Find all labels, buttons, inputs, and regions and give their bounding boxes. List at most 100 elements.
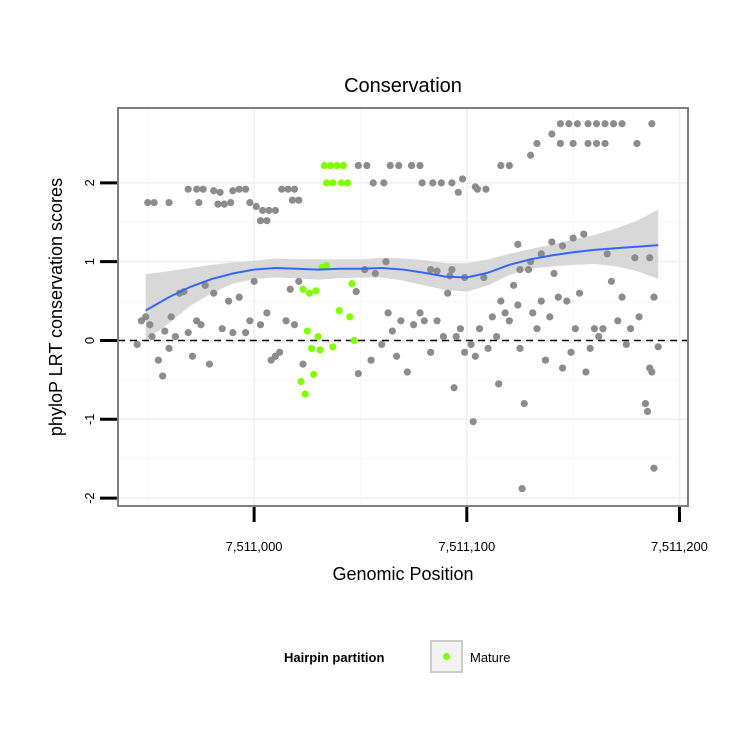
data-point [505, 161, 513, 170]
data-point [586, 344, 594, 352]
data-point [601, 139, 609, 148]
data-point [520, 399, 528, 408]
data-point [514, 240, 522, 248]
data-point [216, 188, 224, 196]
data-point [454, 188, 462, 196]
data-point [571, 325, 579, 333]
data-point [448, 179, 456, 187]
data-point [533, 139, 541, 148]
data-point [384, 309, 392, 317]
confidence-ribbon-layer [145, 209, 659, 341]
data-point [427, 265, 435, 274]
data-point [199, 185, 207, 193]
data-point [133, 340, 141, 349]
data-point [569, 234, 577, 242]
data-point [278, 185, 286, 193]
data-point [450, 384, 458, 392]
data-point [467, 340, 475, 349]
mature-point [350, 336, 358, 345]
data-point [558, 364, 567, 372]
data-point [439, 332, 448, 341]
mature-point [348, 280, 356, 288]
mature-point [312, 287, 320, 295]
data-point [256, 321, 265, 329]
y-tick-label: -1 [82, 414, 97, 426]
data-point [167, 313, 175, 321]
data-point [469, 418, 477, 426]
data-point [352, 288, 360, 296]
data-point [482, 185, 490, 193]
data-point [633, 139, 641, 148]
data-point [227, 198, 235, 207]
data-point [363, 161, 371, 170]
data-point [378, 340, 386, 349]
data-point [516, 344, 524, 352]
data-point [618, 293, 626, 301]
mature-point [333, 161, 341, 170]
mature-point [297, 377, 305, 386]
data-point [648, 368, 656, 376]
data-point [229, 329, 237, 337]
data-point [218, 325, 226, 333]
data-point [214, 200, 222, 208]
data-point [448, 265, 456, 274]
data-point [529, 309, 537, 317]
data-point [461, 348, 469, 356]
mature-point [305, 289, 314, 297]
data-point [433, 267, 441, 275]
data-point [607, 277, 616, 285]
data-point [146, 321, 154, 329]
data-point [382, 258, 390, 266]
data-point [509, 281, 518, 289]
data-point [437, 179, 445, 187]
data-point [569, 139, 577, 148]
mature-point [299, 285, 307, 293]
data-point [295, 277, 303, 285]
data-point [193, 185, 201, 193]
data-point [235, 293, 243, 301]
y-tick-label: 1 [82, 258, 97, 265]
data-point [299, 360, 307, 368]
y-tick-label: 2 [82, 179, 97, 186]
data-point [635, 313, 643, 321]
mature-point [327, 161, 335, 170]
data-point [603, 250, 611, 258]
data-point [295, 196, 303, 204]
data-point [516, 265, 524, 274]
data-point [286, 285, 294, 293]
data-point [171, 332, 180, 341]
data-point [614, 317, 622, 325]
data-point [144, 198, 152, 207]
plot-panel [118, 108, 688, 506]
data-point [484, 344, 492, 352]
data-point [650, 464, 658, 472]
data-point [618, 120, 626, 128]
smooth-line-layer [145, 244, 659, 312]
data-point [416, 309, 424, 317]
data-point [165, 198, 173, 207]
data-point [154, 356, 163, 364]
mature-point [322, 262, 331, 270]
mature-point [335, 306, 343, 315]
data-point [201, 281, 209, 289]
data-point [650, 293, 658, 301]
legend-key-mature-point [442, 652, 451, 661]
legend-label-mature: Mature [470, 650, 510, 665]
data-point [584, 139, 592, 148]
data-point [558, 242, 567, 250]
data-point [556, 120, 564, 128]
data-point [195, 198, 203, 207]
data-point [471, 183, 479, 191]
mature-point [314, 332, 322, 341]
y-tick-label: 0 [82, 337, 97, 344]
data-point [492, 332, 501, 341]
data-point [150, 198, 158, 207]
data-point [354, 161, 362, 170]
data-point [524, 265, 533, 274]
data-point [548, 238, 556, 246]
data-point [271, 206, 279, 215]
mature-point [316, 346, 324, 354]
data-point [224, 297, 233, 305]
data-point [541, 356, 550, 364]
data-point [550, 269, 558, 278]
